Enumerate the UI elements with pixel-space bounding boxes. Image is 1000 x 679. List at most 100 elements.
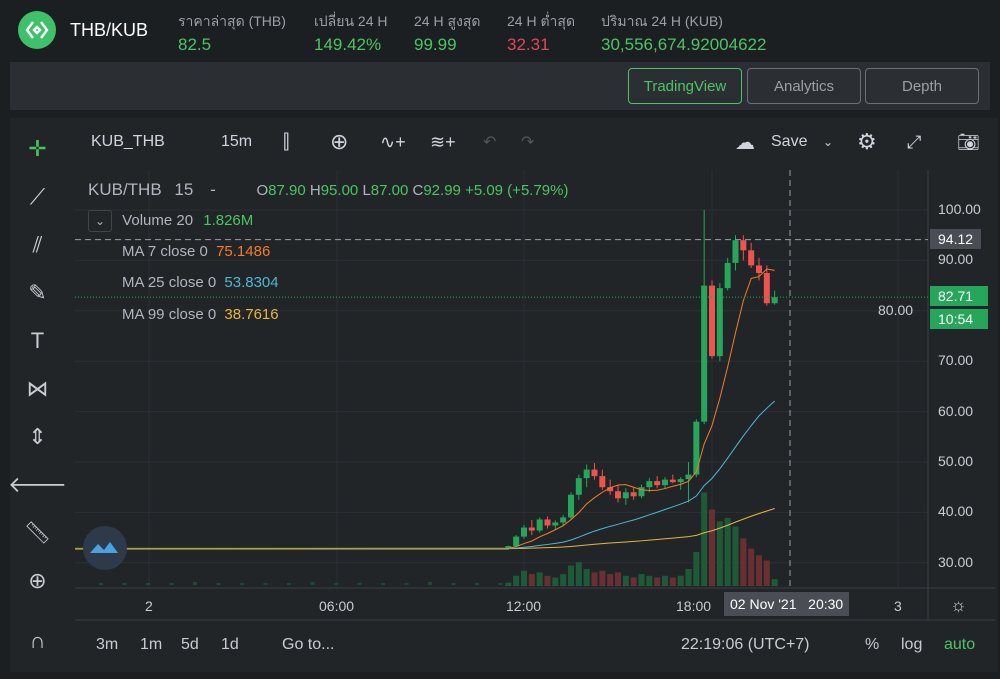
volume-bar: [287, 583, 291, 585]
chart-toolbar: KUB_THB 15m ⫿ ⊕ ∿+ ≋+ ↶ ↷ ☁ Save ⌄ ⚙ ⤢ 📷…: [75, 120, 995, 164]
ruler-icon[interactable]: 📏︎: [23, 520, 52, 545]
tab-analytics[interactable]: Analytics: [747, 68, 861, 104]
pitchfork-icon[interactable]: ⫽: [32, 232, 43, 257]
candle-body: [677, 479, 684, 483]
volume-bar: [536, 572, 543, 586]
time-tick: 3: [894, 598, 902, 614]
volume-bar: [693, 552, 700, 586]
cloud-icon: ☁: [735, 131, 755, 154]
candle-body: [560, 517, 567, 523]
candle-body: [756, 265, 762, 273]
stat-value: 82.5: [178, 35, 212, 54]
range-1m[interactable]: 1m: [140, 636, 163, 653]
volume-bar: [216, 583, 221, 585]
add-compare-icon[interactable]: ⊕: [330, 129, 349, 154]
exchange-logo: [18, 11, 56, 49]
pattern-icon[interactable]: ⋈: [26, 376, 49, 401]
volume-bar: [701, 492, 708, 586]
magnet-icon[interactable]: ∩: [29, 628, 46, 653]
ma7-line: [74, 268, 775, 550]
volume-value: 1.826M: [203, 212, 254, 229]
volume-bar: [528, 574, 535, 586]
volume-bar: [428, 582, 432, 585]
indicators-icon[interactable]: ∿+: [380, 131, 406, 152]
candle-body: [716, 288, 723, 357]
volume-bar: [709, 509, 715, 586]
fullscreen-icon[interactable]: ⤢: [907, 131, 922, 152]
measure-icon[interactable]: ⇕: [28, 424, 47, 449]
volume-bar: [615, 572, 621, 586]
zoom-in-icon[interactable]: ⊕: [28, 568, 47, 593]
trendline-icon[interactable]: ⟋: [29, 184, 46, 209]
high-value: 95.00: [320, 182, 359, 199]
volume-bar: [560, 574, 567, 586]
save-button[interactable]: Save: [771, 133, 808, 150]
view-tabs: TradingView Analytics Depth: [10, 62, 990, 110]
candle-body: [622, 492, 629, 499]
goto-button[interactable]: Go to...: [282, 636, 335, 653]
volume-label: Volume 20: [122, 212, 194, 229]
time-tick: 18:00: [676, 598, 712, 614]
stat-0: ราคาล่าสุด (THB) 82.5: [178, 11, 286, 55]
candle-body: [654, 481, 661, 486]
low-value: 87.00: [370, 182, 409, 199]
volume-bar: [99, 583, 103, 585]
candle-body: [685, 474, 692, 480]
interval-select[interactable]: 15m: [221, 133, 253, 150]
price-tick: 70.00: [938, 352, 974, 369]
candle-body: [630, 492, 637, 497]
camera-icon[interactable]: 📷︎: [957, 131, 980, 152]
price-tick: 30.00: [938, 553, 974, 570]
volume-bar: [638, 574, 645, 586]
tab-tradingview[interactable]: TradingView: [628, 68, 742, 104]
candle-type-icon[interactable]: ⫿: [283, 130, 290, 153]
settings-gear-icon[interactable]: ⚙: [857, 129, 877, 154]
collapse-chevron-icon[interactable]: ⌄: [88, 210, 112, 232]
volume-bar: [193, 582, 197, 585]
percent-toggle[interactable]: %: [865, 636, 880, 653]
range-5d[interactable]: 5d: [181, 636, 199, 653]
candle-body: [607, 487, 614, 492]
range-1d[interactable]: 1d: [221, 636, 239, 653]
auto-toggle[interactable]: auto: [944, 636, 976, 653]
candle-body: [591, 469, 598, 477]
candle-body: [709, 285, 715, 357]
brush-icon[interactable]: ✎: [28, 280, 47, 305]
legend-interval: 15: [174, 180, 194, 199]
axis-settings-icon[interactable]: ☼: [950, 595, 967, 615]
ma99-label: MA 99 close 0: [122, 306, 217, 323]
undo-icon[interactable]: ↶: [483, 134, 497, 151]
volume-bar: [646, 575, 653, 586]
volume-bar: [685, 569, 692, 586]
range-3m[interactable]: 3m: [96, 636, 119, 653]
ma25-line: [74, 400, 776, 550]
ma99-line: [74, 507, 775, 550]
price-tick: 80.00: [878, 301, 914, 318]
save-chevron-icon[interactable]: ⌄: [823, 135, 834, 149]
stat-3: 24 H ต่ำสุด 32.31: [507, 11, 575, 55]
clock-timezone[interactable]: 22:19:06 (UTC+7): [681, 636, 810, 653]
tab-depth[interactable]: Depth: [865, 68, 979, 104]
open-value: 87.90: [268, 182, 306, 199]
volume-bar: [748, 548, 755, 586]
time-tick: 2: [145, 598, 153, 614]
candle-body: [513, 536, 520, 547]
symbol-search[interactable]: KUB_THB: [91, 133, 165, 150]
templates-icon[interactable]: ≋+: [430, 131, 456, 152]
pair-title: THB/KUB: [70, 20, 149, 40]
volume-bar: [451, 583, 456, 585]
crosshair-icon[interactable]: ✛: [28, 136, 47, 161]
text-icon[interactable]: T: [30, 328, 45, 353]
ma7-value: 75.1486: [216, 243, 271, 260]
volume-bar: [505, 582, 512, 586]
volume-bar: [677, 575, 684, 586]
redo-icon[interactable]: ↷: [521, 134, 535, 151]
stat-label: ปริมาณ 24 H (KUB): [601, 13, 723, 29]
back-arrow-icon[interactable]: 🡐: [8, 472, 67, 497]
log-toggle[interactable]: log: [901, 636, 923, 653]
volume-bar: [475, 583, 479, 585]
volume-bar: [310, 582, 315, 585]
volume-bar: [724, 518, 731, 586]
volume-bar: [622, 575, 629, 586]
